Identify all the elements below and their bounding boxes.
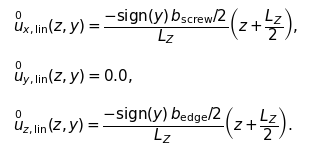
Text: $\overset{0}{u}_{x,\mathrm{lin}}(z, y) = \dfrac{-\mathrm{sign}(y)\,b_{\mathrm{sc: $\overset{0}{u}_{x,\mathrm{lin}}(z, y) =… <box>13 6 298 46</box>
Text: $\overset{0}{u}_{y,\mathrm{lin}}(z, y) = 0.0,$: $\overset{0}{u}_{y,\mathrm{lin}}(z, y) =… <box>13 59 133 88</box>
Text: $\overset{0}{u}_{z,\mathrm{lin}}(z, y) = \dfrac{-\mathrm{sign}(y)\,b_{\mathrm{ed: $\overset{0}{u}_{z,\mathrm{lin}}(z, y) =… <box>13 106 293 146</box>
